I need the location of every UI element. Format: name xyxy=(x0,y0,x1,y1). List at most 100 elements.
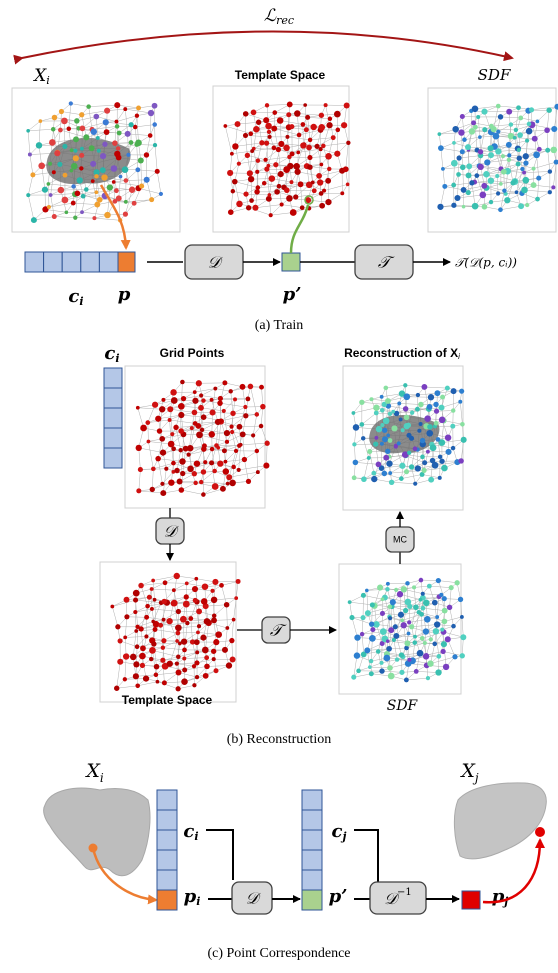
code-cell xyxy=(62,252,81,272)
lattice-node xyxy=(426,430,433,437)
lattice-node xyxy=(237,162,241,166)
lattice-node xyxy=(155,416,161,422)
lattice-node xyxy=(139,653,146,660)
lattice-node xyxy=(442,619,448,625)
lattice-node xyxy=(379,668,384,673)
lattice-node xyxy=(116,146,120,150)
lattice-node xyxy=(138,467,143,472)
lattice-node xyxy=(247,170,253,176)
lattice-node xyxy=(47,205,51,209)
lattice-node xyxy=(495,148,501,154)
lattice-node xyxy=(382,471,388,477)
lattice-node xyxy=(522,171,526,175)
lattice-node xyxy=(301,122,306,127)
code-label: ci xyxy=(104,343,119,365)
lattice-node xyxy=(223,124,227,128)
code-cell xyxy=(99,252,118,272)
lattice-node xyxy=(426,450,430,454)
lattice-node xyxy=(256,158,260,162)
lattice-node xyxy=(370,627,375,632)
target-shape xyxy=(454,783,546,859)
lattice-node xyxy=(395,657,399,661)
lattice-node xyxy=(154,673,159,678)
lattice-node xyxy=(361,615,366,620)
point-i-label: pi xyxy=(184,886,201,908)
lattice-node xyxy=(513,179,517,183)
lattice-node xyxy=(419,578,424,583)
sdf-label: SDF xyxy=(387,698,419,714)
lattice-node xyxy=(123,636,127,640)
lattice-node xyxy=(229,480,236,487)
lattice-node xyxy=(94,174,98,178)
lattice-node xyxy=(180,471,185,476)
lattice-node xyxy=(326,122,332,128)
lattice-node xyxy=(455,580,460,585)
lattice-node xyxy=(407,604,412,609)
code-cell xyxy=(157,790,177,810)
lattice-node xyxy=(262,181,266,185)
lattice-node xyxy=(518,116,523,121)
lattice-node xyxy=(386,582,390,586)
lattice-node xyxy=(230,657,236,663)
lattice-node xyxy=(369,397,373,401)
lattice-node xyxy=(364,647,370,653)
lattice-node xyxy=(265,123,272,130)
lattice-node xyxy=(153,627,158,632)
lattice-node xyxy=(460,653,465,658)
lattice-node xyxy=(218,396,223,401)
lattice-node xyxy=(353,460,359,466)
lattice-node xyxy=(410,411,414,415)
template-title: Template Space xyxy=(235,68,326,82)
lattice-node xyxy=(177,479,183,485)
lattice-node xyxy=(387,665,393,671)
lattice-node xyxy=(79,166,83,170)
lattice-node xyxy=(161,645,165,649)
lattice-node xyxy=(409,624,414,629)
lattice-node xyxy=(225,440,229,444)
lattice-node xyxy=(123,212,128,217)
lattice-node xyxy=(413,482,417,486)
lattice-node xyxy=(498,114,503,119)
lattice-node xyxy=(287,102,293,108)
lattice-node xyxy=(145,420,150,425)
lattice-node xyxy=(367,449,372,454)
lattice-node xyxy=(96,136,100,140)
lattice-node xyxy=(290,209,297,216)
lattice-node xyxy=(412,585,416,589)
caption: (a) Train xyxy=(255,318,304,333)
lattice-node xyxy=(168,441,175,448)
lattice-node xyxy=(225,626,229,630)
lattice-node xyxy=(246,479,251,484)
lattice-node xyxy=(236,201,243,208)
lattice-node xyxy=(401,622,407,628)
target-point xyxy=(535,827,545,837)
lattice-node xyxy=(451,408,455,412)
lattice-node xyxy=(47,182,51,186)
lattice-node xyxy=(377,585,383,591)
template-title: Template Space xyxy=(122,693,213,707)
lattice-node xyxy=(373,441,378,446)
lattice-node xyxy=(153,598,157,602)
lattice-node xyxy=(371,471,376,476)
lattice-node xyxy=(293,163,300,170)
lattice-node xyxy=(152,402,158,408)
grid-cloud xyxy=(125,366,270,508)
lattice-node xyxy=(112,180,116,184)
lattice-node xyxy=(445,449,451,455)
lattice-node xyxy=(243,111,249,117)
lattice-node xyxy=(211,617,217,623)
lattice-node xyxy=(545,148,550,153)
lattice-node xyxy=(428,394,434,400)
lattice-node xyxy=(236,579,241,584)
lattice-node xyxy=(346,183,350,187)
lattice-node xyxy=(434,421,439,426)
lattice-node xyxy=(124,200,128,204)
lattice-node xyxy=(115,624,120,629)
lattice-node xyxy=(433,628,439,634)
lattice-node xyxy=(382,436,388,442)
lattice-node xyxy=(343,166,349,172)
lattice-node xyxy=(531,182,537,188)
lattice-node xyxy=(166,618,172,624)
lattice-node xyxy=(86,104,91,109)
lattice-node xyxy=(516,162,521,167)
